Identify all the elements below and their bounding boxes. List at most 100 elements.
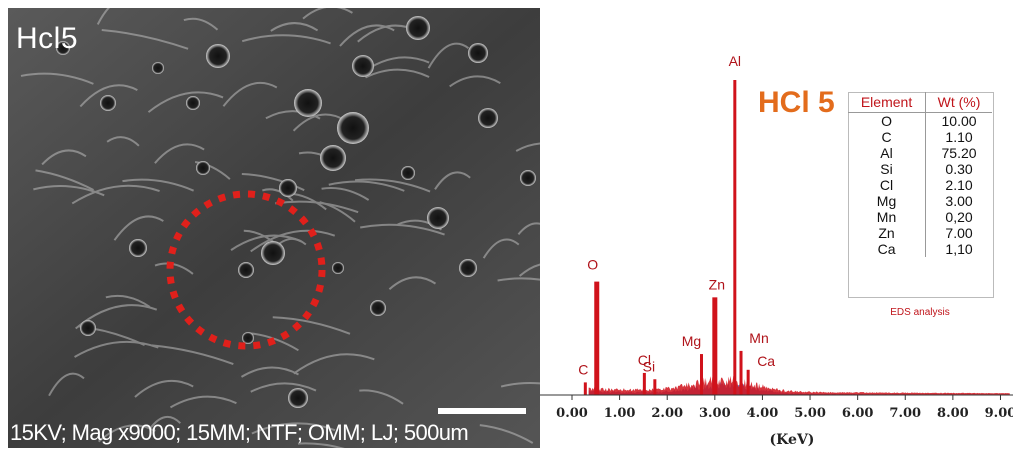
peak-label-al: Al bbox=[729, 53, 741, 69]
element-cell: Zn bbox=[848, 225, 927, 241]
wt-cell: 10.00 bbox=[941, 113, 977, 129]
chart-title: HCl 5 bbox=[758, 86, 835, 119]
surface-ridge bbox=[479, 424, 534, 444]
surface-ridge bbox=[518, 263, 540, 277]
surface-ridge bbox=[154, 262, 194, 275]
surface-pit bbox=[261, 241, 285, 265]
surface-ridge bbox=[328, 180, 405, 192]
x-tick-label: 4.00 bbox=[747, 406, 779, 421]
surface-ridge bbox=[35, 169, 94, 191]
surface-pit bbox=[206, 44, 230, 68]
element-cell: Si bbox=[848, 161, 927, 177]
surface-pit bbox=[238, 262, 254, 278]
surface-ridge bbox=[500, 382, 540, 388]
surface-ridge bbox=[230, 234, 302, 251]
element-cell: Ca bbox=[848, 241, 927, 257]
surface-ridge bbox=[297, 442, 345, 448]
wt-cell: 0,20 bbox=[945, 209, 973, 225]
surface-pit bbox=[294, 89, 322, 117]
sem-texture bbox=[8, 8, 540, 448]
surface-ridge bbox=[113, 215, 164, 241]
surface-ridge bbox=[134, 379, 194, 398]
surface-ridge bbox=[106, 136, 140, 147]
surface-ridge bbox=[147, 91, 224, 113]
x-tick-label: 5.00 bbox=[794, 406, 826, 421]
surface-pit bbox=[100, 95, 116, 111]
surface-pit bbox=[478, 108, 498, 128]
surface-ridge bbox=[105, 294, 151, 308]
table-row: O 10.00 bbox=[848, 112, 992, 129]
x-tick-label: 3.00 bbox=[699, 406, 731, 421]
eds-spectrum: O C Cl Si Mg Zn Al Mn Ca 0.00 1.00 2.00 3.00 4.00 5.0… bbox=[540, 40, 1013, 453]
surface-pit bbox=[242, 332, 254, 344]
wt-cell: 75.20 bbox=[941, 145, 977, 161]
surface-ridge bbox=[360, 223, 445, 236]
surface-pit bbox=[406, 16, 430, 40]
surface-pit bbox=[468, 43, 488, 63]
surface-ridge bbox=[241, 172, 305, 192]
sem-info: 15KV; Mag x9000; 15MM; NTF; OMM; LJ; 500… bbox=[10, 420, 469, 445]
surface-ridge bbox=[434, 171, 471, 190]
surface-ridge bbox=[33, 184, 105, 197]
surface-ridge bbox=[183, 17, 219, 31]
surface-ridge bbox=[270, 22, 319, 32]
peak-label-c: C bbox=[578, 361, 588, 377]
surface-pit bbox=[320, 145, 346, 171]
surface-ridge bbox=[74, 340, 159, 358]
x-tick-label: 7.00 bbox=[889, 406, 921, 421]
surface-ridge bbox=[149, 415, 182, 430]
surface-ridge bbox=[250, 382, 317, 393]
table-row: Ca 1,10 bbox=[848, 241, 992, 257]
surface-ridge bbox=[365, 68, 430, 79]
surface-pit bbox=[337, 112, 369, 144]
surface-pit bbox=[129, 239, 147, 257]
surface-ridge bbox=[293, 353, 375, 375]
surface-pit bbox=[520, 170, 536, 186]
surface-ridge bbox=[122, 178, 195, 192]
surface-ridge bbox=[222, 81, 278, 107]
surface-pit bbox=[279, 179, 297, 197]
table-row: Zn 7.00 bbox=[848, 225, 992, 241]
surface-ridge bbox=[154, 143, 205, 164]
surface-ridge bbox=[427, 42, 470, 69]
surface-pit bbox=[427, 207, 449, 229]
wt-cell: 0.30 bbox=[945, 161, 973, 177]
surface-ridge bbox=[515, 142, 540, 152]
wt-cell: 7.00 bbox=[945, 225, 973, 241]
peak-si bbox=[653, 379, 657, 395]
table-row: Al 75.20 bbox=[848, 145, 992, 161]
table-row: Si 0.30 bbox=[848, 161, 992, 177]
surface-ridge bbox=[96, 8, 111, 25]
surface-ridge bbox=[302, 8, 353, 20]
surface-pit bbox=[332, 262, 344, 274]
surface-pit bbox=[352, 55, 374, 77]
element-cell: O bbox=[848, 112, 927, 129]
surface-ridge bbox=[250, 229, 336, 253]
surface-ridge bbox=[71, 184, 160, 205]
peak-label-o: O bbox=[587, 257, 598, 273]
x-tick-label: 9.00 bbox=[985, 406, 1013, 421]
surface-pit bbox=[80, 320, 96, 336]
peak-cl bbox=[642, 372, 646, 395]
peak-label-cl: Cl bbox=[638, 352, 651, 368]
surface-ridge bbox=[194, 161, 231, 180]
peak-label-mg: Mg bbox=[682, 333, 701, 349]
sem-label: Hcl5 bbox=[16, 22, 79, 55]
x-tick-label: 6.00 bbox=[842, 406, 874, 421]
highlight-circle bbox=[166, 190, 326, 350]
surface-ridge bbox=[169, 395, 237, 409]
peak-o bbox=[594, 281, 600, 395]
peak-c bbox=[583, 382, 587, 395]
surface-pit bbox=[401, 166, 415, 180]
surface-pit bbox=[288, 388, 308, 408]
surface-pit bbox=[152, 62, 164, 74]
table-row: Cl 2.10 bbox=[848, 177, 992, 193]
sem-micrograph: Hcl5 15KV; Mag x9000; 15MM; NTF; OMM; LJ… bbox=[8, 8, 540, 448]
surface-ridge bbox=[101, 29, 189, 50]
header-wt: Wt (%) bbox=[925, 92, 992, 113]
surface-ridge bbox=[321, 187, 370, 201]
spectrum-continuum bbox=[588, 375, 1010, 395]
surface-ridge bbox=[482, 238, 520, 259]
surface-ridge bbox=[359, 389, 404, 405]
surface-ridge bbox=[151, 344, 234, 366]
